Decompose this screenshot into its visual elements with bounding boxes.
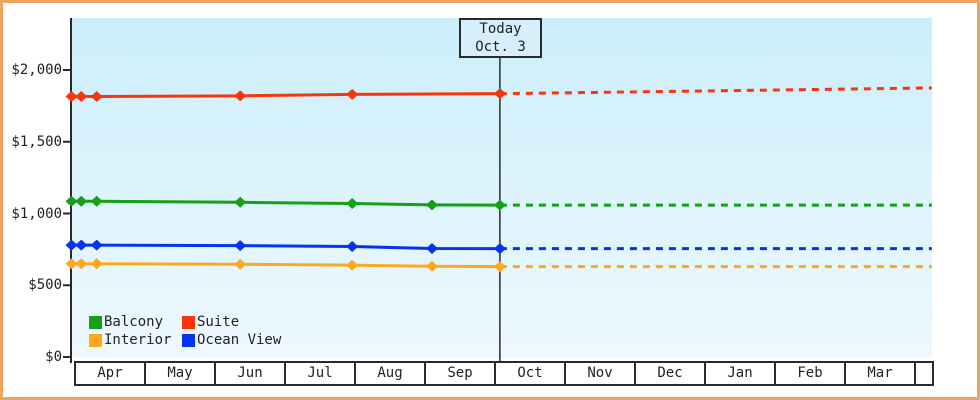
- legend-swatch-balcony: [89, 315, 102, 329]
- month-axis: Apr May Jun Jul Aug Sep Oct Nov Dec Jan …: [74, 361, 934, 386]
- month-cell-may: May: [146, 363, 216, 384]
- y-axis-label: $500: [28, 277, 62, 294]
- legend-item-ocean-view: Ocean View: [182, 331, 281, 349]
- legend-item-balcony: Balcony: [89, 313, 182, 331]
- month-cell-nov: Nov: [566, 363, 636, 384]
- plot-background: [72, 18, 932, 358]
- legend-swatch-interior: [89, 333, 102, 347]
- legend-item-suite: Suite: [182, 313, 239, 331]
- month-cell-feb: Feb: [776, 363, 846, 384]
- month-cell-jul: Jul: [286, 363, 356, 384]
- y-axis-label: $0: [45, 349, 62, 365]
- today-box-line1: Today: [479, 21, 522, 37]
- legend-label: Balcony: [104, 314, 164, 330]
- y-axis-label: $1,000: [11, 205, 62, 222]
- month-cell-jun: Jun: [216, 363, 286, 384]
- legend-item-interior: Interior: [89, 331, 182, 349]
- month-cell-aug: Aug: [356, 363, 426, 384]
- y-axis-tick: [63, 356, 72, 358]
- legend-row: Balcony Suite: [89, 313, 281, 331]
- today-marker-box: Today Oct. 3: [459, 18, 542, 58]
- y-axis-label: $2,000: [11, 62, 62, 78]
- legend-label: Interior: [104, 332, 172, 348]
- today-box-line2: Oct. 3: [475, 39, 526, 55]
- legend-row: Interior Ocean View: [89, 331, 281, 349]
- month-cell-stub: [916, 363, 932, 384]
- month-cell-sep: Sep: [426, 363, 496, 384]
- month-cell-mar: Mar: [846, 363, 916, 384]
- legend-swatch-ocean-view: [182, 333, 195, 347]
- legend-label: Suite: [197, 314, 240, 330]
- y-axis-tick: [63, 284, 72, 287]
- legend-swatch-suite: [182, 315, 195, 329]
- y-axis-tick: [63, 140, 72, 143]
- month-cell-apr: Apr: [76, 363, 146, 384]
- y-axis-tick: [63, 212, 72, 215]
- y-axis-label: $1,500: [11, 133, 62, 150]
- legend-label: Ocean View: [197, 332, 282, 348]
- month-cell-jan: Jan: [706, 363, 776, 384]
- month-cell-dec: Dec: [636, 363, 706, 384]
- y-axis-line: [70, 18, 72, 363]
- y-axis-tick: [63, 69, 72, 71]
- month-cell-oct: Oct: [496, 363, 566, 384]
- legend: Balcony Suite Interior Ocean View: [89, 313, 281, 349]
- series-forecast-suite: [499, 86, 932, 96]
- plot-generated-layer: [63, 18, 932, 363]
